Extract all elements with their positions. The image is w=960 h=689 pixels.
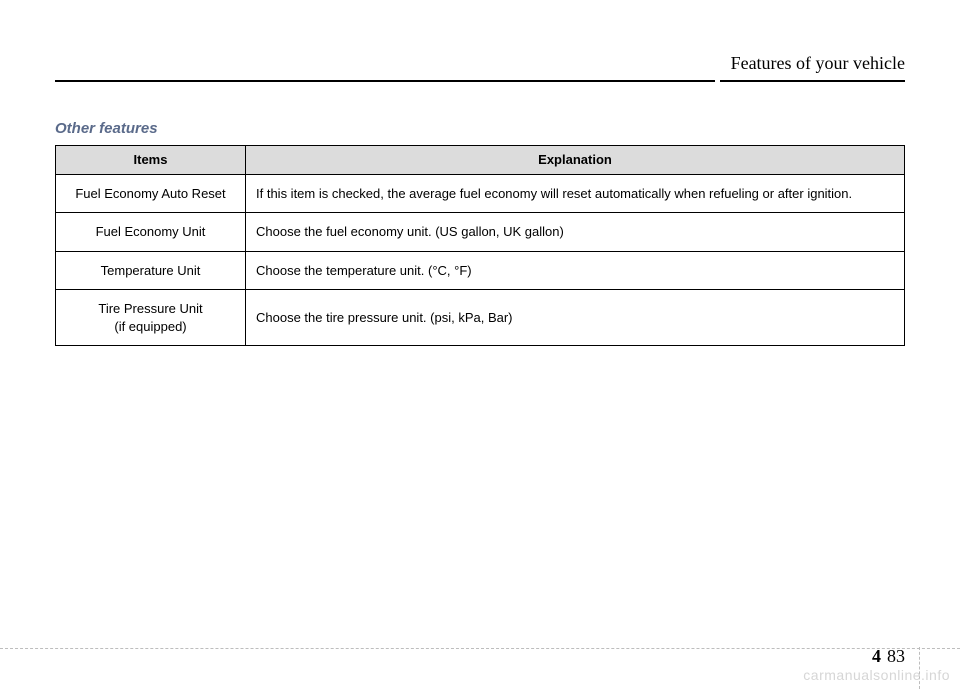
table-header-row: Items Explanation xyxy=(56,146,905,175)
explanation-cell: Choose the tire pressure unit. (psi, kPa… xyxy=(246,290,905,346)
header-rule-right xyxy=(720,80,905,82)
header-rule-left xyxy=(55,80,715,82)
table-row: Tire Pressure Unit (if equipped) Choose … xyxy=(56,290,905,346)
features-table: Items Explanation Fuel Economy Auto Rese… xyxy=(55,145,905,346)
col-header-items: Items xyxy=(56,146,246,175)
item-label: Fuel Economy Auto Reset xyxy=(75,186,225,201)
explanation-cell: Choose the temperature unit. (°C, °F) xyxy=(246,251,905,290)
col-header-explanation: Explanation xyxy=(246,146,905,175)
explanation-cell: If this item is checked, the average fue… xyxy=(246,174,905,213)
cut-line-horizontal xyxy=(0,648,960,649)
explanation-cell: Choose the fuel economy unit. (US gallon… xyxy=(246,213,905,252)
item-cell: Fuel Economy Auto Reset xyxy=(56,174,246,213)
page: Features of your vehicle Other features … xyxy=(0,0,960,689)
section-subheading: Other features xyxy=(55,120,905,137)
page-header: Features of your vehicle xyxy=(55,48,905,82)
chapter-number: 4 xyxy=(872,646,881,667)
table-row: Fuel Economy Unit Choose the fuel econom… xyxy=(56,213,905,252)
item-label: Fuel Economy Unit xyxy=(96,224,206,239)
item-label: Temperature Unit xyxy=(101,263,201,278)
header-title: Features of your vehicle xyxy=(731,53,905,74)
item-sublabel: (if equipped) xyxy=(66,318,235,336)
item-cell: Temperature Unit xyxy=(56,251,246,290)
item-cell: Fuel Economy Unit xyxy=(56,213,246,252)
page-number: 83 xyxy=(887,646,905,667)
page-footer: 4 83 xyxy=(872,646,905,667)
item-label: Tire Pressure Unit xyxy=(98,301,202,316)
table-row: Fuel Economy Auto Reset If this item is … xyxy=(56,174,905,213)
watermark: carmanualsonline.info xyxy=(803,667,950,683)
table-row: Temperature Unit Choose the temperature … xyxy=(56,251,905,290)
item-cell: Tire Pressure Unit (if equipped) xyxy=(56,290,246,346)
